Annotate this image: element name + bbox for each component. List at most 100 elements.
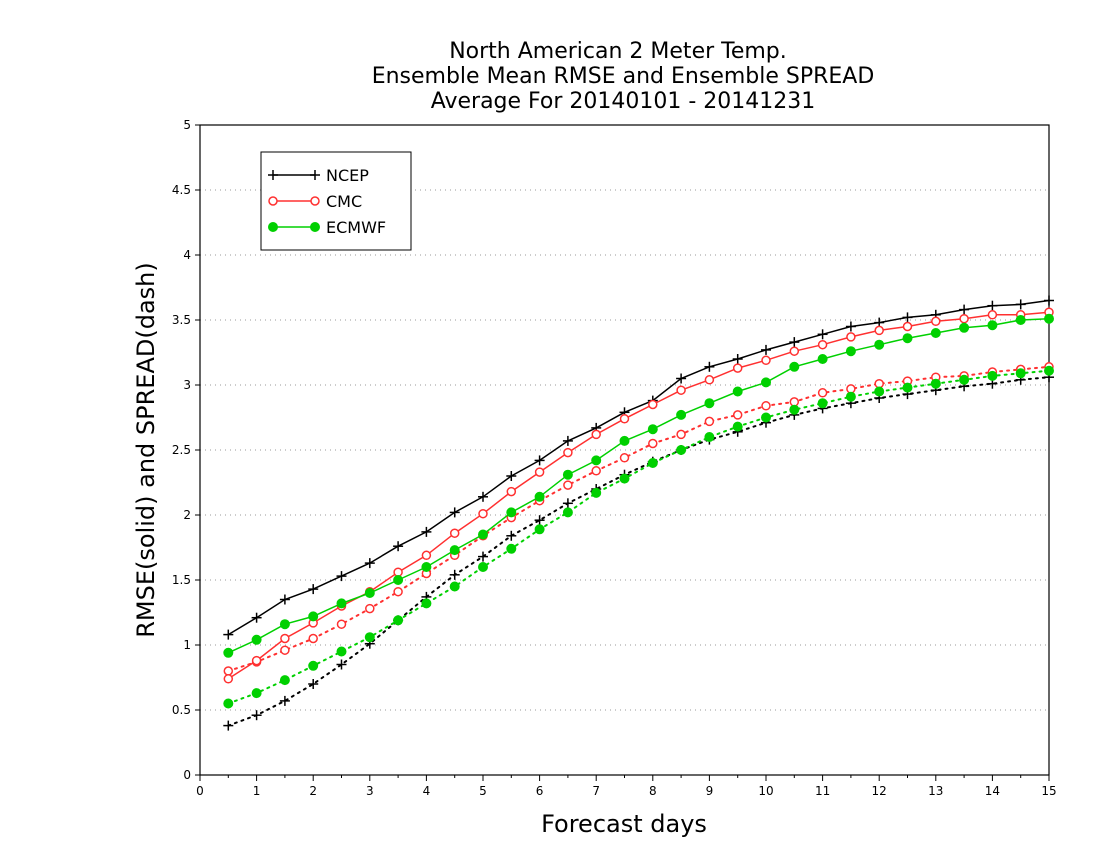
ecmwf-rmse-point xyxy=(534,491,545,502)
ecmwf-rmse-point xyxy=(364,588,375,598)
ecmwf-rmse-point xyxy=(336,598,347,609)
ecmwf-rmse-point xyxy=(676,409,687,420)
cmc-rmse-point xyxy=(648,399,658,410)
ecmwf-spread-point xyxy=(562,507,573,518)
cmc-spread-point xyxy=(336,619,347,629)
ncep-rmse-point xyxy=(1044,295,1054,306)
cmc-rmse-point xyxy=(619,414,630,424)
cmc-spread-point xyxy=(393,586,403,597)
ncep-spread-point xyxy=(223,720,234,731)
cmc-spread-point xyxy=(761,401,771,411)
ecmwf-rmse-point xyxy=(478,529,488,540)
title-line-1: North American 2 Meter Temp. xyxy=(449,39,787,64)
ncep-spread-point xyxy=(308,679,319,689)
ecmwf-spread-point xyxy=(591,487,602,498)
x-tick-label: 7 xyxy=(592,784,600,798)
cmc-rmse-point xyxy=(251,655,262,666)
cmc-spread-point xyxy=(365,603,375,614)
cmc-rmse-point xyxy=(591,429,601,440)
ncep-rmse-point xyxy=(959,304,970,315)
y-tick-label: 1 xyxy=(183,638,191,652)
ecmwf-rmse-point xyxy=(874,339,885,350)
cmc-spread-point xyxy=(789,397,800,407)
ecmwf-rmse-point xyxy=(817,354,828,364)
legend-line-ncep xyxy=(268,170,320,180)
cmc-rmse-point xyxy=(223,674,234,684)
ecmwf-spread-point xyxy=(902,382,913,393)
legend-marker xyxy=(268,196,278,206)
plot-series xyxy=(223,295,1054,731)
cmc-rmse-point xyxy=(449,528,460,538)
ncep-rmse-point xyxy=(761,344,771,355)
ecmwf-spread-point xyxy=(478,562,488,572)
legend: NCEP CMC ECMWF xyxy=(260,151,412,251)
ncep-rmse-point xyxy=(223,629,234,640)
ecmwf-spread-point xyxy=(732,421,743,432)
y-tick-label: 3.5 xyxy=(172,313,191,327)
ecmwf-spread-point xyxy=(364,632,375,643)
ecmwf-rmse-point xyxy=(1015,315,1026,325)
ecmwf-spread-point xyxy=(1015,368,1026,379)
ecmwf-rmse-point xyxy=(761,377,771,388)
ecmwf-rmse-point xyxy=(308,611,319,622)
ecmwf-spread-point xyxy=(308,660,319,671)
ncep-rmse-point xyxy=(308,584,319,595)
y-tick-label: 3 xyxy=(183,378,191,392)
ncep-rmse-point xyxy=(902,312,913,323)
ncep-rmse-point xyxy=(845,321,856,332)
ecmwf-spread-point xyxy=(393,615,404,626)
ncep-rmse-point xyxy=(704,361,715,372)
x-tick-label: 3 xyxy=(366,784,374,798)
cmc-rmse-point xyxy=(902,321,913,332)
ecmwf-spread-point xyxy=(421,598,432,609)
legend-line-ecmwf xyxy=(268,222,320,232)
cmc-rmse-point xyxy=(421,550,432,561)
x-tick-label: 0 xyxy=(196,784,204,798)
legend-label-ncep: NCEP xyxy=(326,166,369,185)
ncep-spread-point xyxy=(336,659,347,670)
ecmwf-rmse-point xyxy=(902,333,913,344)
ncep-rmse-point xyxy=(336,571,347,582)
ecmwf-rmse-point xyxy=(393,575,404,585)
cmc-spread-point xyxy=(648,438,658,449)
x-tick-label: 13 xyxy=(928,784,943,798)
y-tick-label: 0.5 xyxy=(172,703,191,717)
ecmwf-spread-point xyxy=(959,374,970,385)
cmc-spread-point xyxy=(619,453,630,463)
ecmwf-spread-point xyxy=(676,445,687,455)
ncep-rmse-point xyxy=(421,526,432,537)
ncep-spread-point xyxy=(449,569,460,580)
cmc-spread-point xyxy=(591,466,601,476)
cmc-rmse-point xyxy=(959,313,969,324)
ncep-spread-line xyxy=(227,376,1050,727)
cmc-rmse-point xyxy=(931,316,941,327)
legend-marker xyxy=(310,222,320,232)
ncep-rmse-point xyxy=(817,329,828,340)
ecmwf-rmse-point xyxy=(449,545,460,556)
ncep-rmse-point xyxy=(251,612,262,623)
ecmwf-rmse-point xyxy=(732,386,743,397)
cmc-rmse-point xyxy=(789,346,800,356)
cmc-rmse-point xyxy=(817,339,828,350)
ecmwf-spread-point xyxy=(1044,365,1054,376)
ncep-rmse-point xyxy=(562,435,573,446)
legend-item-ncep: NCEP xyxy=(268,166,369,185)
ecmwf-spread-point xyxy=(449,581,460,592)
legend-marker xyxy=(310,196,320,206)
ncep-rmse-point xyxy=(449,507,460,518)
x-tick-label: 1 xyxy=(253,784,261,798)
x-tick-label: 12 xyxy=(872,784,887,798)
ecmwf-rmse-point xyxy=(506,507,517,518)
cmc-rmse-point xyxy=(506,486,517,497)
cmc-rmse-point xyxy=(563,447,573,458)
ncep-rmse-point xyxy=(676,373,687,384)
ecmwf-spread-point xyxy=(930,378,941,389)
y-tick-label: 5 xyxy=(183,118,191,132)
cmc-spread-point xyxy=(280,645,290,655)
ecmwf-spread-point xyxy=(704,432,715,442)
ecmwf-rmse-point xyxy=(987,320,998,331)
ncep-spread-point xyxy=(478,551,488,562)
cmc-rmse-point xyxy=(534,467,545,477)
ncep-rmse-point xyxy=(987,300,998,311)
